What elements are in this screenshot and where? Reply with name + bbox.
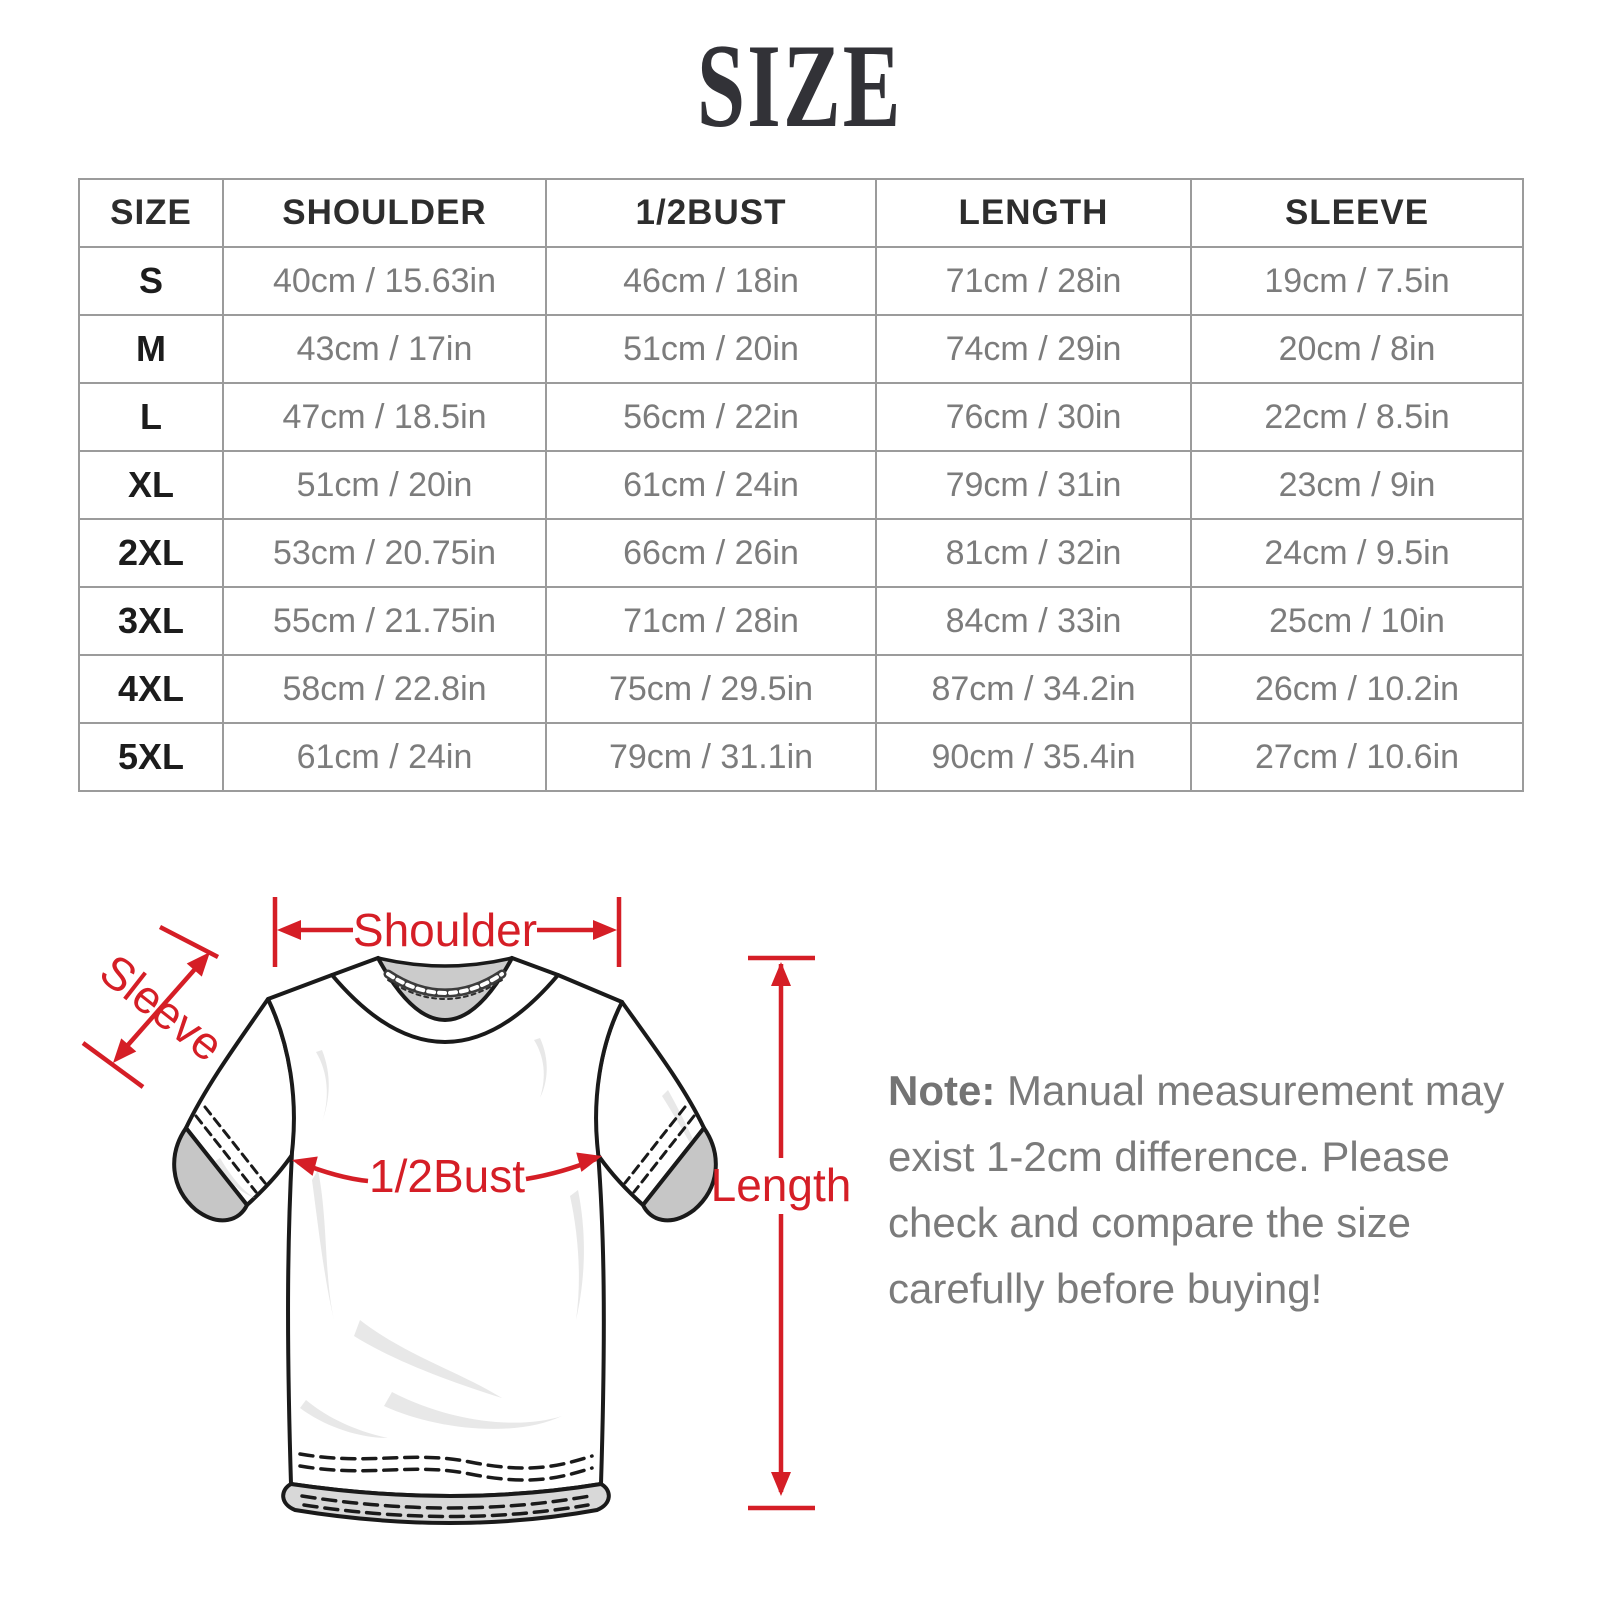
collar-band-left-edge: [330, 956, 380, 977]
right-cuff: [641, 1126, 718, 1223]
length-arrowhead-bottom: [771, 1472, 791, 1496]
table-row: 4XL 58cm / 22.8in 75cm / 29.5in 87cm / 3…: [78, 654, 1524, 724]
table-cell: 74cm / 29in: [875, 314, 1192, 384]
table-cell: 51cm / 20in: [545, 314, 877, 384]
note-label: Note:: [888, 1067, 996, 1114]
table-row: 5XL 61cm / 24in 79cm / 31.1in 90cm / 35.…: [78, 722, 1524, 792]
table-cell: 51cm / 20in: [222, 450, 547, 520]
table-cell: 27cm / 10.6in: [1190, 722, 1524, 792]
sleeve-tick-top: [158, 925, 220, 959]
table-cell: 76cm / 30in: [875, 382, 1192, 452]
left-cuff: [172, 1126, 249, 1223]
table-cell: 79cm / 31.1in: [545, 722, 877, 792]
table-cell: 19cm / 7.5in: [1190, 246, 1524, 316]
size-cell: S: [78, 246, 224, 316]
table-cell: 26cm / 10.2in: [1190, 654, 1524, 724]
table-cell: 81cm / 32in: [875, 518, 1192, 588]
header-size: SIZE: [78, 178, 224, 248]
collar-back-seam: [376, 956, 514, 968]
size-cell: 4XL: [78, 654, 224, 724]
shoulder-label: Shoulder: [353, 904, 537, 956]
length-label: Length: [711, 1159, 852, 1211]
table-cell: 53cm / 20.75in: [222, 518, 547, 588]
table-cell: 66cm / 26in: [545, 518, 877, 588]
cuff-stitches: [194, 1105, 696, 1194]
header-bust: 1/2BUST: [545, 178, 877, 248]
tshirt-diagram: Shoulder Sleeve 1/2Bust Length: [81, 897, 852, 1525]
table-cell: 75cm / 29.5in: [545, 654, 877, 724]
table-header-row: SIZE SHOULDER 1/2BUST LENGTH SLEEVE: [78, 178, 1524, 248]
size-cell: 5XL: [78, 722, 224, 792]
table-cell: 84cm / 33in: [875, 586, 1192, 656]
table-cell: 23cm / 9in: [1190, 450, 1524, 520]
length-arrowhead-top: [771, 962, 791, 986]
table-row: L 47cm / 18.5in 56cm / 22in 76cm / 30in …: [78, 382, 1524, 452]
hem-stitches: [298, 1452, 594, 1519]
table-cell: 61cm / 24in: [545, 450, 877, 520]
table-row: 3XL 55cm / 21.75in 71cm / 28in 84cm / 33…: [78, 586, 1524, 656]
size-table: SIZE SHOULDER 1/2BUST LENGTH SLEEVE S 40…: [78, 178, 1524, 792]
note-line: carefully before buying!: [888, 1265, 1323, 1312]
table-cell: 40cm / 15.63in: [222, 246, 547, 316]
note-line: exist 1-2cm difference. Please: [888, 1133, 1450, 1180]
shoulder-arrowhead-right: [593, 920, 617, 940]
size-cell: 3XL: [78, 586, 224, 656]
table-cell: 90cm / 35.4in: [875, 722, 1192, 792]
table-cell: 22cm / 8.5in: [1190, 382, 1524, 452]
size-cell: L: [78, 382, 224, 452]
table-cell: 46cm / 18in: [545, 246, 877, 316]
sleeve-label: Sleeve: [90, 944, 233, 1072]
fabric-shading: [300, 1038, 584, 1438]
table-row: M 43cm / 17in 51cm / 20in 74cm / 29in 20…: [78, 314, 1524, 384]
size-cell: XL: [78, 450, 224, 520]
table-cell: 24cm / 9.5in: [1190, 518, 1524, 588]
table-cell: 43cm / 17in: [222, 314, 547, 384]
shoulder-arrowhead-left: [277, 920, 301, 940]
table-row: 2XL 53cm / 20.75in 66cm / 26in 81cm / 32…: [78, 518, 1524, 588]
table-cell: 56cm / 22in: [545, 382, 877, 452]
page-title-text: SIZE: [697, 19, 903, 152]
size-cell: M: [78, 314, 224, 384]
table-cell: 71cm / 28in: [875, 246, 1192, 316]
tshirt-illustration: [172, 956, 718, 1525]
header-sleeve: SLEEVE: [1190, 178, 1524, 248]
bust-label: 1/2Bust: [369, 1150, 525, 1202]
note-line: Note: Manual measurement may: [888, 1058, 1504, 1124]
table-cell: 87cm / 34.2in: [875, 654, 1192, 724]
table-row: S 40cm / 15.63in 46cm / 18in 71cm / 28in…: [78, 246, 1524, 316]
page-title: SIZE: [0, 26, 1600, 146]
collar-band-right-edge: [510, 956, 560, 977]
measurement-note: Note: Manual measurement may exist 1-2cm…: [888, 1058, 1504, 1322]
note-line: check and compare the size: [888, 1199, 1411, 1246]
table-cell: 25cm / 10in: [1190, 586, 1524, 656]
table-row: XL 51cm / 20in 61cm / 24in 79cm / 31in 2…: [78, 450, 1524, 520]
size-cell: 2XL: [78, 518, 224, 588]
sleeve-arrow-line: [118, 958, 205, 1056]
note-text: Manual measurement may: [995, 1067, 1505, 1114]
table-cell: 79cm / 31in: [875, 450, 1192, 520]
table-cell: 71cm / 28in: [545, 586, 877, 656]
sleeve-tick-bottom: [81, 1041, 145, 1089]
header-shoulder: SHOULDER: [222, 178, 547, 248]
table-cell: 47cm / 18.5in: [222, 382, 547, 452]
table-cell: 55cm / 21.75in: [222, 586, 547, 656]
table-cell: 20cm / 8in: [1190, 314, 1524, 384]
header-length: LENGTH: [875, 178, 1192, 248]
table-cell: 58cm / 22.8in: [222, 654, 547, 724]
table-cell: 61cm / 24in: [222, 722, 547, 792]
